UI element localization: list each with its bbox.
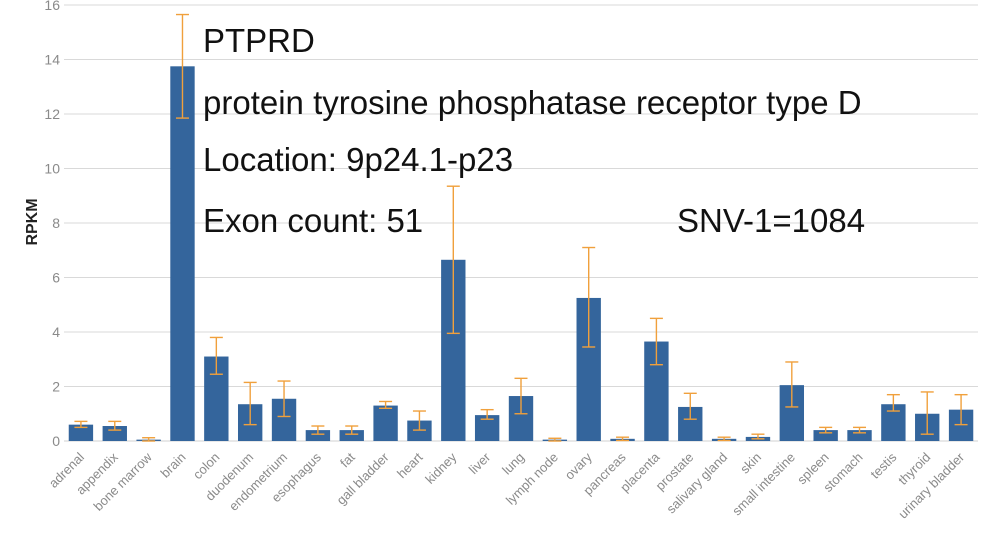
x-tick-label: kidney xyxy=(422,449,460,487)
bar-brain xyxy=(170,66,195,441)
y-tick-label: 6 xyxy=(52,270,60,286)
error-bar-placenta xyxy=(649,317,663,366)
bar-fat xyxy=(339,430,364,441)
bar-gall-bladder xyxy=(373,405,398,441)
error-bars xyxy=(74,13,968,442)
error-bar-salivary-gland xyxy=(717,436,731,442)
x-tick-label: brain xyxy=(158,450,189,481)
error-bar-lymph-node xyxy=(548,437,562,442)
bar-spleen xyxy=(813,430,838,441)
x-tick-label: fat xyxy=(337,449,358,470)
snv-count: SNV-1=1084 xyxy=(677,202,866,239)
y-axis-label: RPKM xyxy=(24,198,41,245)
y-tick-label: 0 xyxy=(52,433,60,449)
x-tick-label: lung xyxy=(499,450,527,478)
y-tick-label: 8 xyxy=(52,215,60,231)
error-bar-fat xyxy=(345,425,359,435)
error-bar-small-intestine xyxy=(785,361,799,408)
y-tick-label: 2 xyxy=(52,379,60,395)
error-bar-testis xyxy=(886,393,900,412)
error-bar-esophagus xyxy=(311,425,325,435)
exon-count: Exon count: 51 xyxy=(203,202,424,239)
gene-symbol: PTPRD xyxy=(203,22,315,59)
error-bar-pancreas xyxy=(616,436,630,442)
error-bar-bone-marrow xyxy=(142,437,156,442)
bar-stomach xyxy=(847,430,872,441)
error-bar-urinary-bladder xyxy=(954,393,968,426)
x-tick-label: skin xyxy=(737,450,764,477)
x-tick-label: liver xyxy=(466,449,494,477)
error-bar-kidney xyxy=(446,185,460,335)
error-bar-duodenum xyxy=(243,381,257,426)
error-bar-liver xyxy=(480,408,494,420)
error-bar-spleen xyxy=(819,426,833,434)
error-bar-thyroid xyxy=(920,391,934,435)
error-bar-adrenal xyxy=(74,420,88,429)
error-bar-endometrium xyxy=(277,380,291,418)
y-tick-label: 4 xyxy=(52,324,60,340)
gene-full-name: protein tyrosine phosphatase receptor ty… xyxy=(203,84,862,121)
y-tick-label: 14 xyxy=(44,52,60,68)
error-bar-heart xyxy=(412,410,426,431)
error-bar-brain xyxy=(175,13,189,119)
error-bar-lung xyxy=(514,377,528,415)
y-tick-label: 12 xyxy=(44,106,60,122)
y-axis-ticks: 0 2 4 6 8 10 12 14 16 xyxy=(44,0,60,449)
error-bar-ovary xyxy=(582,246,596,348)
bar-esophagus xyxy=(305,430,331,441)
error-bar-colon xyxy=(209,336,223,375)
error-bar-skin xyxy=(751,433,765,440)
y-tick-label: 10 xyxy=(44,161,60,177)
bar-adrenal xyxy=(68,424,94,441)
gene-location: Location: 9p24.1-p23 xyxy=(203,141,514,178)
error-bar-prostate xyxy=(683,392,697,420)
error-bar-gall-bladder xyxy=(379,400,393,409)
error-bar-stomach xyxy=(853,426,867,434)
y-tick-label: 16 xyxy=(44,0,60,13)
error-bar-appendix xyxy=(108,420,122,431)
